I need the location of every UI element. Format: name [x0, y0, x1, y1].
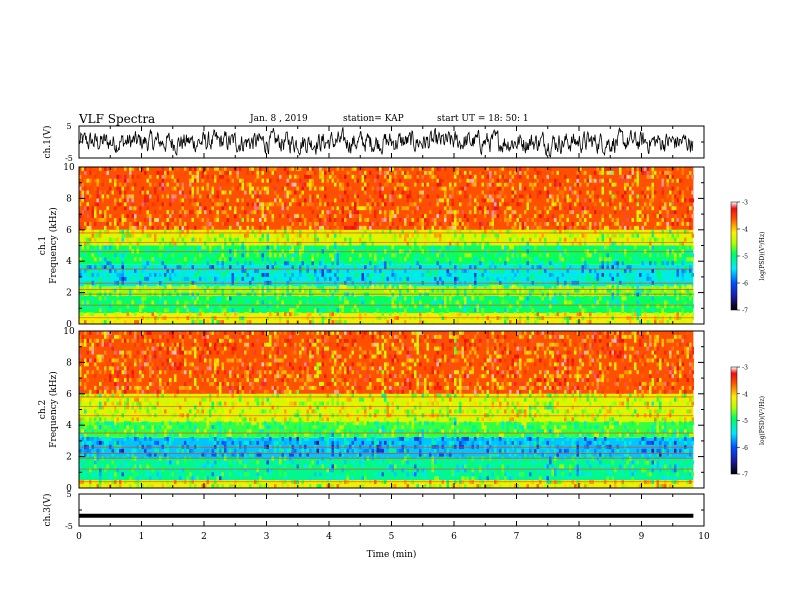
x-tick-label: 9 — [639, 532, 645, 542]
x-tick-label: 0 — [76, 532, 82, 542]
y-tick-label: 2 — [66, 453, 72, 463]
ch1-colorbar-tick-label: -7 — [742, 308, 748, 315]
ch2-colorbar-label: log(PSD)(V²/Hz) — [759, 396, 766, 445]
y-tick-label: 8 — [66, 358, 72, 368]
x-tick-label: 10 — [698, 532, 710, 542]
y-tick-label: 6 — [66, 390, 72, 400]
ch2-colorbar-tick-label: -6 — [742, 445, 748, 452]
ch1-waveform-line — [79, 127, 694, 158]
x-tick-label: 2 — [201, 532, 207, 542]
y-tick-label: 4 — [66, 421, 72, 431]
date-label: Jan. 8 , 2019 — [250, 114, 308, 124]
y-tick-label: -5 — [65, 154, 73, 163]
ch2-spectrogram-heatmap — [79, 331, 694, 488]
y-axis-label: Frequency (kHz) — [48, 207, 59, 284]
x-tick-label: 1 — [139, 532, 145, 542]
ch1-colorbar-tick-label: -6 — [742, 281, 748, 288]
y-axis-label: ch.2 — [38, 400, 48, 419]
y-tick-label: 2 — [66, 289, 72, 299]
ch2-colorbar-tick-label: -7 — [742, 472, 748, 479]
x-tick-label: 5 — [389, 532, 395, 542]
ch1-spectrogram-heatmap — [79, 167, 694, 324]
x-tick-label: 7 — [514, 532, 520, 542]
y-tick-label: 8 — [66, 194, 72, 204]
ch1-colorbar-label: log(PSD)(V²/Hz) — [759, 232, 766, 281]
x-tick-label: 6 — [451, 532, 457, 542]
ch1-colorbar-tick-label: -3 — [742, 200, 748, 207]
ch2-spectrogram-band — [79, 480, 694, 488]
y-tick-label: 10 — [63, 327, 75, 337]
ch2-colorbar-tick-label: -4 — [742, 391, 748, 398]
ch1-colorbar-tick-label: -5 — [742, 254, 748, 261]
y-tick-label: 4 — [66, 257, 72, 267]
start-time-label: start UT = 18: 50: 1 — [437, 114, 529, 124]
y-tick-label: 10 — [63, 163, 75, 173]
ch1-colorbar-tick-label: -4 — [742, 227, 748, 234]
y-axis-label: ch.1(V) — [42, 126, 53, 159]
y-tick-label: 5 — [66, 122, 71, 131]
y-tick-label: 0 — [66, 484, 72, 494]
x-tick-label: 8 — [576, 532, 582, 542]
y-tick-label: 6 — [66, 226, 72, 236]
x-tick-label: 4 — [326, 532, 332, 542]
ch1-colorbar — [730, 201, 738, 311]
x-axis-label: Time (min) — [367, 549, 417, 560]
ch2-colorbar-tick-label: -5 — [742, 418, 748, 425]
ch2-colorbar — [730, 366, 738, 475]
x-tick-label: 3 — [264, 532, 270, 542]
y-tick-label: 5 — [66, 490, 71, 499]
y-axis-label: Frequency (kHz) — [48, 371, 59, 448]
station-label: station= KAP — [343, 114, 404, 124]
y-tick-label: -5 — [65, 522, 73, 531]
y-axis-label: ch.1 — [38, 236, 48, 255]
ch2-colorbar-tick-label: -3 — [742, 365, 748, 372]
y-tick-label: 0 — [66, 320, 72, 330]
chart-title: VLF Spectra — [79, 112, 156, 126]
y-axis-label: ch.3(V) — [42, 494, 53, 527]
